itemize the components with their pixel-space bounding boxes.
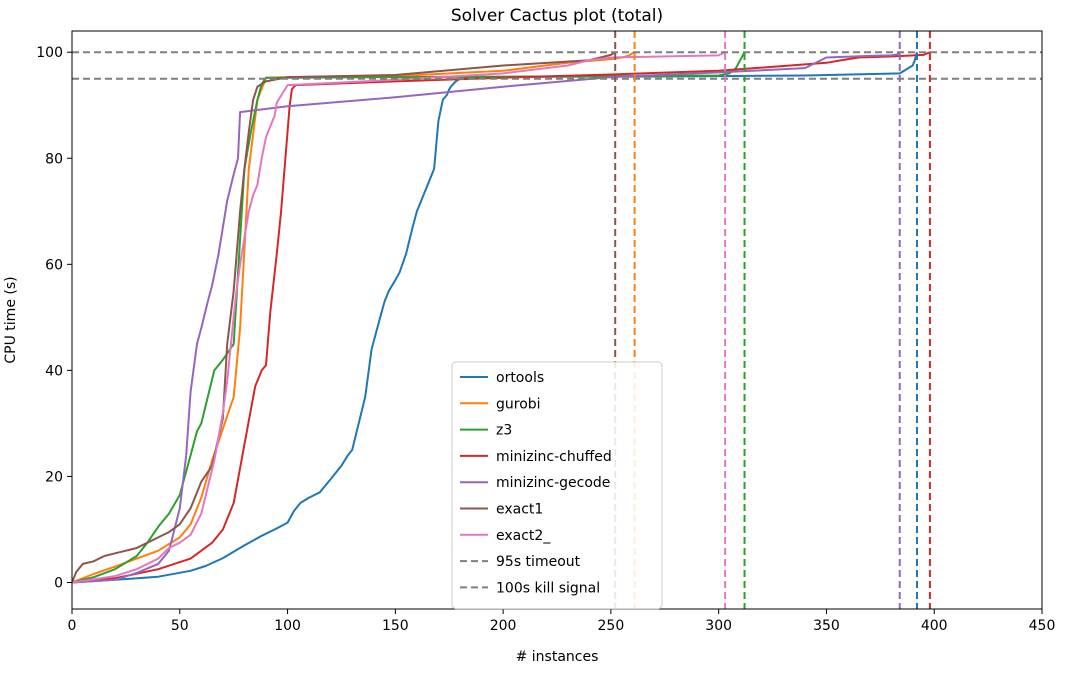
legend-label: 95s timeout <box>496 554 581 570</box>
legend: ortools gurobi z3 minizinc-chuffed minizinc-… <box>451 361 663 610</box>
legend-label: 100s kill signal <box>496 580 600 596</box>
x-tick-label: 200 <box>490 618 517 634</box>
series-line-minizinc-gecode <box>72 51 901 584</box>
x-tick-label: 0 <box>68 618 77 634</box>
chart-title: Solver Cactus plot (total) <box>451 6 663 26</box>
y-tick-label: 100 <box>36 45 63 61</box>
x-tick-label: 50 <box>171 618 189 634</box>
x-tick-label: 450 <box>1029 618 1056 634</box>
y-tick-label: 60 <box>45 257 63 273</box>
y-axis: 0 20 40 60 80 100 <box>36 45 72 591</box>
plot-area <box>72 31 1042 609</box>
x-tick-label: 250 <box>598 618 625 634</box>
series-line-exact2 <box>72 51 726 584</box>
legend-label: exact1 <box>496 502 543 518</box>
legend-label: gurobi <box>496 396 541 412</box>
legend-label: ortools <box>496 370 544 386</box>
legend-label: minizinc-chuffed <box>496 449 612 465</box>
x-tick-label: 400 <box>921 618 948 634</box>
y-tick-label: 20 <box>45 469 63 485</box>
y-tick-label: 80 <box>45 151 63 167</box>
x-axis: 0 50 100 150 200 250 300 350 400 450 <box>68 609 1056 634</box>
x-tick-label: 150 <box>382 618 409 634</box>
y-tick-label: 0 <box>54 575 63 591</box>
series-line-gurobi <box>72 51 636 584</box>
x-tick-label: 100 <box>274 618 301 634</box>
series-line-minizinc-chuffed <box>72 51 931 584</box>
legend-label: z3 <box>496 423 512 439</box>
y-axis-label: CPU time (s) <box>3 276 19 363</box>
x-axis-label: # instances <box>516 649 599 665</box>
legend-box <box>451 361 663 610</box>
legend-label: exact2_ <box>496 528 551 544</box>
y-tick-label: 40 <box>45 363 63 379</box>
x-tick-label: 350 <box>813 618 840 634</box>
x-tick-label: 300 <box>705 618 732 634</box>
legend-label: minizinc-gecode <box>496 475 610 491</box>
